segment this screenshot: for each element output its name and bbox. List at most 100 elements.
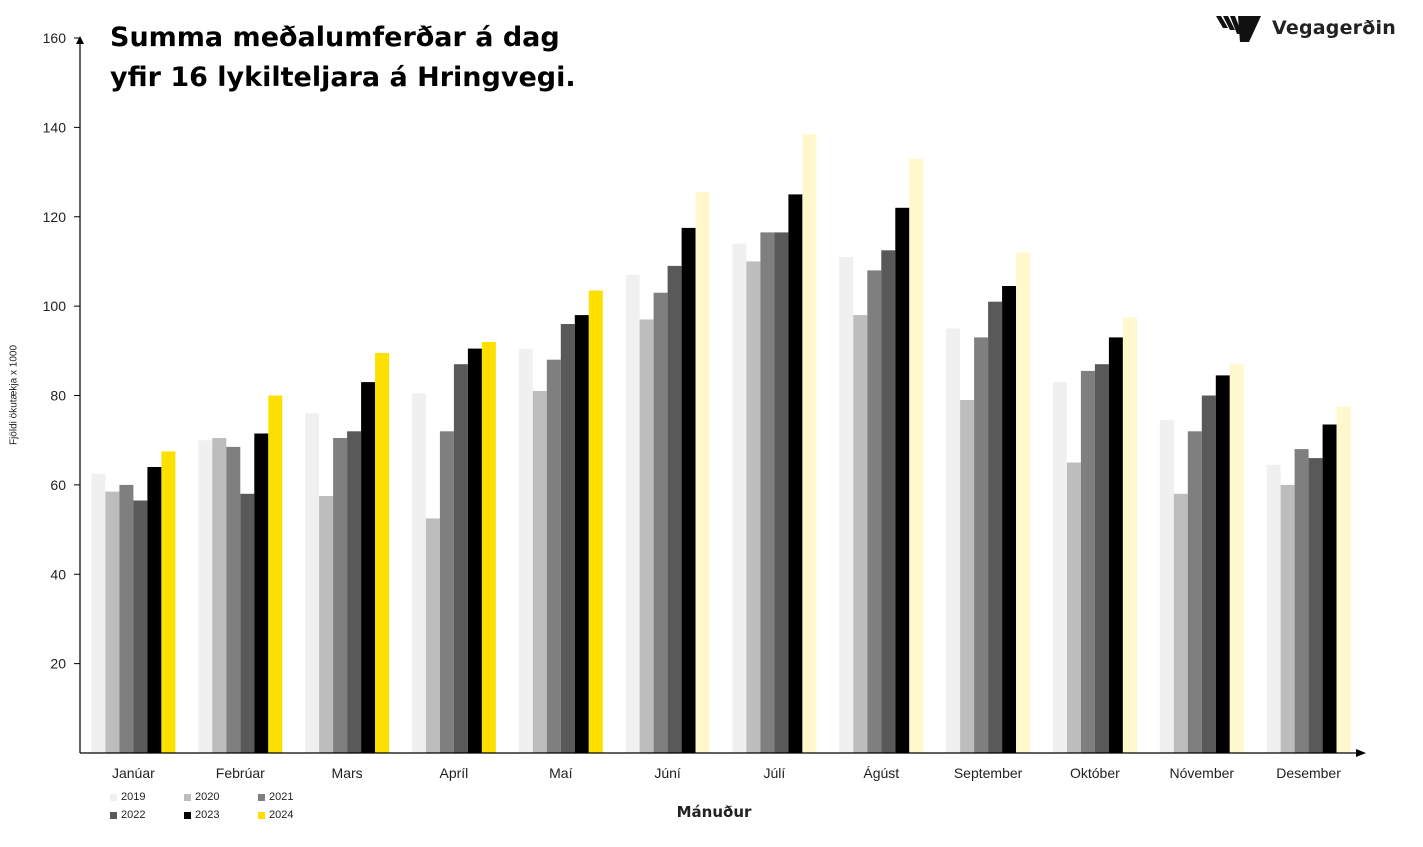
y-tick-label: 20 bbox=[50, 656, 66, 672]
bar-2020-11 bbox=[1280, 484, 1295, 753]
legend-item-2019: 2019 bbox=[110, 790, 184, 804]
bar-2022-11 bbox=[1308, 458, 1323, 753]
legend-label: 2019 bbox=[121, 791, 146, 803]
legend: 2019 2020 2021 2022 2023 2024 bbox=[110, 790, 332, 822]
bar-2019-0 bbox=[91, 473, 106, 753]
legend-swatch bbox=[258, 793, 265, 801]
bar-2023-1 bbox=[254, 433, 269, 753]
logo-text: Vegagerðin bbox=[1272, 17, 1396, 39]
legend-swatch bbox=[258, 811, 265, 819]
bar-2021-5 bbox=[653, 292, 668, 753]
x-tick-label: September bbox=[954, 765, 1023, 781]
bar-2022-1 bbox=[240, 493, 255, 753]
bar-2020-7 bbox=[853, 315, 868, 753]
bar-2019-7 bbox=[839, 257, 854, 753]
bar-2021-6 bbox=[760, 232, 775, 753]
bar-2024-3 bbox=[481, 341, 496, 753]
chart-title-line-2: yfir 16 lykilteljara á Hringvegi. bbox=[110, 62, 576, 93]
legend-label: 2020 bbox=[195, 791, 220, 803]
bar-2020-9 bbox=[1066, 462, 1081, 753]
bar-2022-2 bbox=[347, 431, 362, 754]
legend-label: 2021 bbox=[269, 791, 294, 803]
y-axis-arrow bbox=[76, 36, 84, 44]
bar-2023-4 bbox=[574, 315, 589, 753]
bar-2021-11 bbox=[1294, 449, 1309, 753]
bar-2021-4 bbox=[546, 359, 561, 753]
legend-item-2020: 2020 bbox=[184, 790, 258, 804]
bar-2023-2 bbox=[361, 382, 376, 753]
bar-2022-4 bbox=[560, 324, 575, 753]
bar-2023-10 bbox=[1215, 375, 1230, 753]
y-tick-label: 160 bbox=[43, 30, 67, 46]
x-tick-label: Október bbox=[1070, 765, 1120, 781]
bar-2021-1 bbox=[226, 446, 241, 753]
bar-2023-0 bbox=[147, 467, 162, 753]
bar-2021-10 bbox=[1187, 431, 1202, 754]
bar-2022-6 bbox=[774, 232, 789, 753]
stripes-logo-icon bbox=[1216, 16, 1261, 42]
bar-2021-3 bbox=[439, 431, 454, 754]
bar-2019-5 bbox=[625, 274, 640, 753]
bar-2024-8 bbox=[1016, 252, 1031, 753]
bar-2023-3 bbox=[467, 348, 482, 753]
bar-2020-4 bbox=[532, 391, 547, 753]
x-tick-label: Ágúst bbox=[863, 765, 899, 781]
bar-2024-7 bbox=[909, 158, 924, 753]
bar-2022-3 bbox=[453, 364, 468, 753]
legend-item-2021: 2021 bbox=[258, 790, 332, 804]
x-tick-label: Mars bbox=[332, 765, 363, 781]
legend-swatch bbox=[184, 793, 191, 801]
legend-item-2023: 2023 bbox=[184, 808, 258, 822]
bar-2024-1 bbox=[268, 395, 283, 753]
bar-2019-10 bbox=[1159, 420, 1174, 753]
bar-2023-9 bbox=[1108, 337, 1123, 753]
chart-title-line-1: Summa meðalumferðar á dag bbox=[110, 22, 560, 53]
bar-2019-11 bbox=[1266, 464, 1281, 753]
bar-2020-5 bbox=[639, 319, 654, 753]
x-tick-label: Júní bbox=[654, 765, 681, 781]
bar-2020-3 bbox=[425, 518, 440, 753]
legend-label: 2022 bbox=[121, 809, 146, 821]
x-tick-label: Desember bbox=[1276, 765, 1341, 781]
bar-2021-8 bbox=[974, 337, 989, 753]
bar-2023-8 bbox=[1002, 286, 1017, 753]
bar-2023-5 bbox=[681, 227, 696, 753]
bar-2024-2 bbox=[375, 353, 390, 753]
x-axis-arrow bbox=[1356, 749, 1366, 757]
y-ticks-group: 20 40 60 80 100 120 140 160 bbox=[43, 30, 80, 672]
legend-swatch bbox=[184, 811, 191, 819]
x-axis-label: Mánuður bbox=[676, 803, 752, 821]
y-tick-label: 100 bbox=[43, 298, 67, 314]
bar-2022-7 bbox=[881, 250, 896, 754]
bar-2019-4 bbox=[518, 348, 533, 753]
y-tick-label: 140 bbox=[43, 119, 67, 135]
x-tick-label: Febrúar bbox=[216, 765, 265, 781]
bar-2022-9 bbox=[1094, 364, 1109, 753]
bar-2021-2 bbox=[333, 438, 348, 753]
bar-2020-6 bbox=[746, 261, 761, 753]
y-tick-label: 120 bbox=[43, 209, 67, 225]
bar-2023-11 bbox=[1322, 424, 1337, 753]
bar-2024-6 bbox=[802, 134, 817, 754]
bar-2019-2 bbox=[305, 413, 320, 753]
bars-group bbox=[91, 134, 1351, 754]
bar-2024-11 bbox=[1336, 406, 1351, 753]
bar-2024-0 bbox=[161, 451, 176, 753]
legend-item-2022: 2022 bbox=[110, 808, 184, 822]
bar-2024-5 bbox=[695, 192, 710, 753]
x-tick-label: Janúar bbox=[112, 765, 155, 781]
bar-2021-0 bbox=[119, 484, 134, 753]
bar-2020-2 bbox=[319, 496, 334, 753]
bar-2023-7 bbox=[895, 207, 910, 754]
bar-2023-6 bbox=[788, 194, 803, 753]
bar-2022-10 bbox=[1201, 395, 1216, 753]
bar-2019-1 bbox=[198, 440, 213, 753]
bar-2019-9 bbox=[1052, 382, 1067, 753]
bar-2022-5 bbox=[667, 265, 682, 753]
legend-swatch bbox=[110, 811, 117, 819]
bar-2021-9 bbox=[1080, 370, 1095, 753]
y-tick-label: 40 bbox=[50, 566, 66, 582]
bar-2020-0 bbox=[105, 491, 120, 753]
y-tick-label: 80 bbox=[50, 388, 66, 404]
